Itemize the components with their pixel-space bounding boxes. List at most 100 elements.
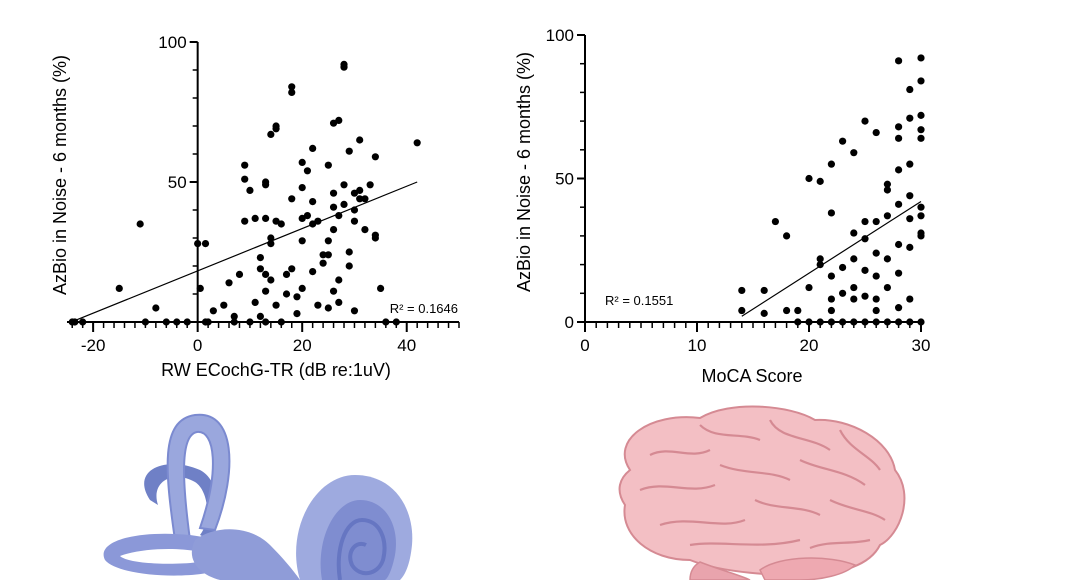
chart-moca-point xyxy=(771,217,780,226)
chart-ecochg-ylabel: AzBio in Noise - 6 months (%) xyxy=(50,55,70,295)
chart-ecochg-point xyxy=(267,130,275,138)
chart-moca-point xyxy=(861,217,869,226)
chart-moca-point xyxy=(917,111,925,119)
chart-ecochg-point xyxy=(335,212,343,220)
chart-ecochg-point xyxy=(350,217,359,225)
chart-moca-y-tick-label: 0 xyxy=(565,313,574,332)
chart-ecochg-point xyxy=(152,304,160,312)
chart-ecochg-point xyxy=(371,153,379,161)
vestibule xyxy=(191,529,300,580)
chart-moca-point xyxy=(760,309,768,317)
chart-moca-xlabel: MoCA Score xyxy=(701,366,802,386)
chart-moca-point xyxy=(895,240,903,249)
chart-ecochg-point xyxy=(361,195,369,203)
chart-moca-point xyxy=(738,306,746,315)
chart-ecochg-point xyxy=(272,301,280,309)
semicircular-canal-back xyxy=(144,464,219,540)
chart-ecochg-point xyxy=(413,139,421,147)
chart-moca-point xyxy=(850,149,858,157)
chart-ecochg-point xyxy=(309,144,317,152)
chart-ecochg-point xyxy=(262,214,270,222)
chart-ecochg-point xyxy=(246,186,254,194)
chart-moca-point xyxy=(827,306,836,315)
chart-moca-point xyxy=(850,295,858,303)
chart-moca-point xyxy=(883,212,892,220)
chart-moca-point xyxy=(861,266,869,274)
chart-moca-point xyxy=(883,283,892,292)
chart-moca: 0 10 20 30 0 50 100 MoCA Score AzBio in Noise … xyxy=(514,26,930,386)
chart-ecochg-point xyxy=(241,161,249,169)
chart-moca-point xyxy=(872,128,880,137)
chart-moca-point xyxy=(816,261,824,269)
chart-ecochg-point xyxy=(262,178,270,186)
chart-moca-point xyxy=(805,174,813,183)
chart-moca-point xyxy=(917,232,925,240)
chart-moca-point xyxy=(805,283,813,292)
chart-moca-point xyxy=(861,235,869,243)
chart-moca-point xyxy=(783,306,791,315)
chart-ecochg: -20 0 20 40 50 100 RW ECochG-TR (dB re:1uV) A… xyxy=(50,33,460,380)
chart-ecochg-ticks: -20 0 20 40 50 100 xyxy=(71,33,460,355)
chart-moca-point xyxy=(839,289,847,297)
chart-ecochg-point xyxy=(230,312,238,320)
chart-moca-point xyxy=(883,180,892,188)
chart-moca-ticks: 0 10 20 30 0 50 100 xyxy=(546,26,931,355)
chart-ecochg-point xyxy=(262,287,270,295)
chart-moca-fit-line xyxy=(741,200,922,317)
chart-ecochg-x-tick-label: 0 xyxy=(193,336,202,355)
chart-moca-point xyxy=(917,77,925,85)
chart-ecochg-point xyxy=(298,284,306,292)
chart-moca-point xyxy=(906,160,914,168)
chart-ecochg-point xyxy=(209,307,217,315)
chart-ecochg-point xyxy=(324,161,332,169)
chart-moca-point xyxy=(872,295,880,303)
chart-ecochg-fit-line xyxy=(74,181,418,322)
chart-ecochg-point xyxy=(293,310,301,318)
chart-ecochg-point xyxy=(329,287,338,295)
chart-ecochg-point xyxy=(293,293,301,301)
chart-moca-y-tick-label: 50 xyxy=(555,170,574,189)
brain-sulci xyxy=(639,419,886,550)
chart-ecochg-x-tick-label: -20 xyxy=(81,336,106,355)
chart-moca-point xyxy=(861,292,869,300)
chart-moca-point xyxy=(827,272,836,280)
chart-ecochg-point xyxy=(340,200,348,208)
chart-ecochg-point xyxy=(267,234,275,242)
chart-ecochg-point xyxy=(335,116,343,124)
chart-ecochg-y-tick-label: 100 xyxy=(158,33,186,52)
chart-ecochg-point xyxy=(288,195,296,203)
chart-ecochg-y-tick-label: 50 xyxy=(168,173,187,192)
chart-ecochg-point xyxy=(366,181,374,189)
chart-ecochg-point xyxy=(356,195,364,203)
chart-moca-point xyxy=(895,166,903,174)
chart-ecochg-point xyxy=(356,186,364,194)
chart-ecochg-point xyxy=(225,279,233,287)
chart-ecochg-point xyxy=(220,301,228,309)
chart-ecochg-point xyxy=(115,284,123,292)
chart-moca-point xyxy=(850,283,858,292)
chart-moca-point xyxy=(839,263,847,272)
chart-ecochg-x-tick-label: 40 xyxy=(397,336,416,355)
chart-moca-point xyxy=(883,255,892,263)
chart-ecochg-xlabel: RW ECochG-TR (dB re:1uV) xyxy=(161,360,391,380)
chart-moca-point xyxy=(906,215,914,223)
brain-cortex xyxy=(618,405,906,576)
chart-ecochg-point xyxy=(309,198,317,206)
chart-ecochg-point xyxy=(329,189,338,197)
chart-ecochg-point xyxy=(324,237,332,245)
chart-ecochg-point xyxy=(201,240,210,248)
chart-moca-point xyxy=(895,269,903,277)
chart-ecochg-x-tick-label: 20 xyxy=(293,336,312,355)
chart-moca-point xyxy=(816,255,824,263)
chart-ecochg-point xyxy=(335,298,343,306)
chart-moca-point xyxy=(783,232,791,240)
chart-ecochg-point xyxy=(329,203,338,211)
chart-moca-point xyxy=(816,177,824,185)
chart-moca-point xyxy=(895,123,903,131)
chart-ecochg-point xyxy=(241,217,249,225)
chart-ecochg-point xyxy=(371,234,379,242)
chart-ecochg-point xyxy=(262,270,270,278)
chart-moca-r2-label: R² = 0.1551 xyxy=(605,293,673,308)
chart-ecochg-point xyxy=(345,262,353,270)
